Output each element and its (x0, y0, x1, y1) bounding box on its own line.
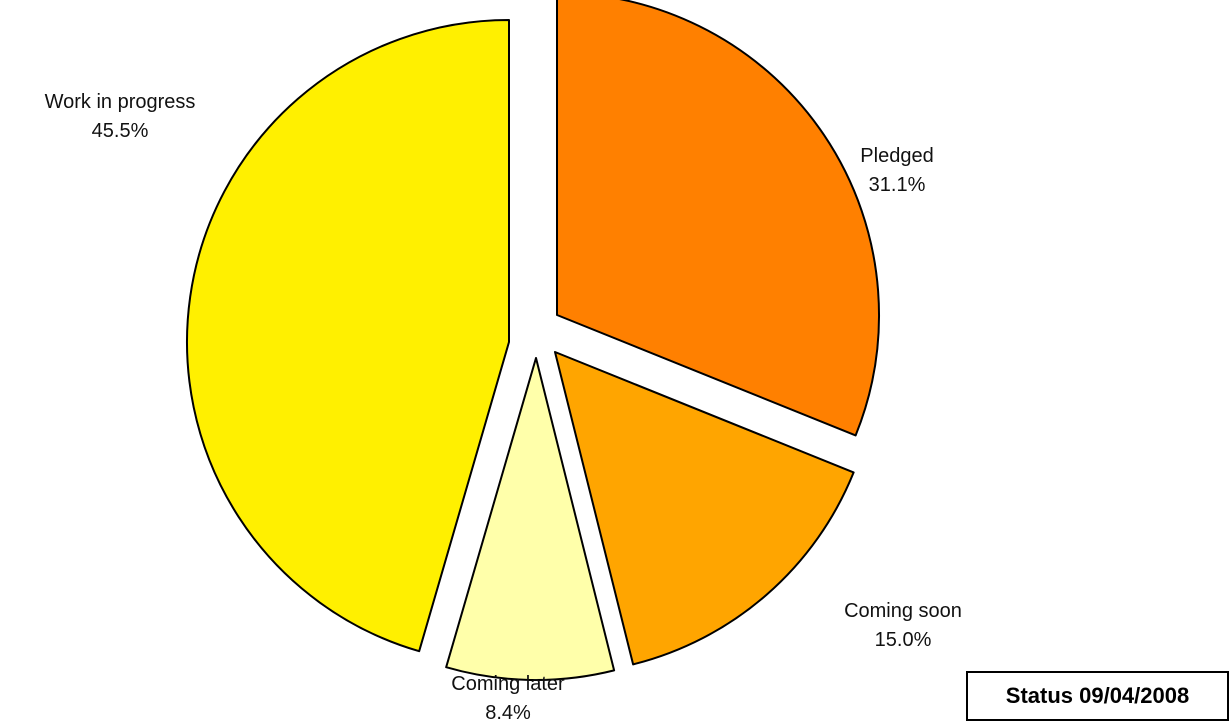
slice-percent-coming-later: 8.4% (485, 702, 531, 724)
slice-work-in-progress (186, 19, 510, 653)
slice-coming-later (445, 357, 616, 681)
slice-pledged (556, 0, 880, 437)
slice-label-coming-later: Coming later (451, 673, 565, 695)
slice-label-coming-soon: Coming soon (844, 600, 962, 622)
slice-percent-pledged: 31.1% (869, 174, 926, 196)
pie-labels: Pledged 31.1% Coming soon 15.0% Coming later… (45, 91, 962, 724)
status-label: Status 09/04/2008 (1005, 683, 1190, 708)
slice-label-work-in-progress: Work in progress (45, 91, 196, 113)
slice-percent-work-in-progress: 45.5% (92, 120, 149, 142)
status-box: Status 09/04/2008 (966, 671, 1229, 721)
slice-coming-soon (554, 351, 855, 666)
slice-percent-coming-soon: 15.0% (875, 629, 932, 651)
slice-label-pledged: Pledged (860, 145, 933, 167)
pie-slices (186, 0, 880, 681)
